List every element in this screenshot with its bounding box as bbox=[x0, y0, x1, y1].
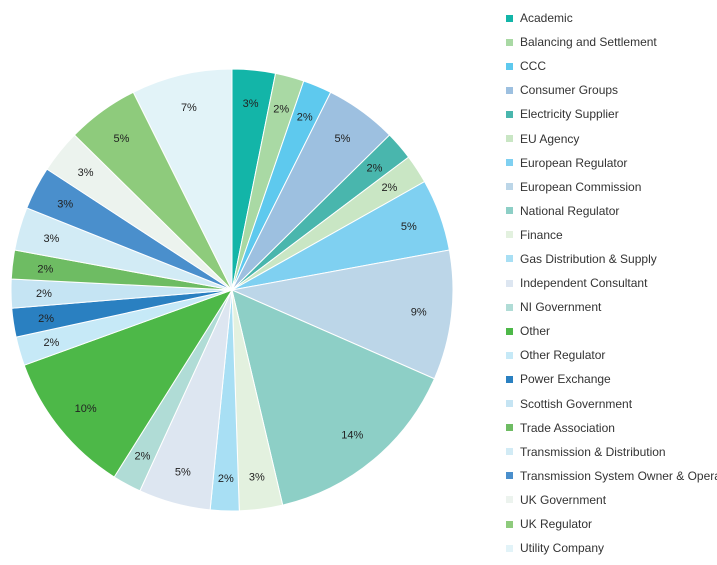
slice-data-label: 3% bbox=[57, 198, 73, 210]
legend-swatch bbox=[506, 400, 513, 408]
legend-swatch bbox=[506, 14, 513, 22]
legend-item: UK Regulator bbox=[506, 512, 717, 536]
legend-swatch bbox=[506, 255, 513, 263]
pie-slice bbox=[23, 289, 234, 478]
slice-data-label: 2% bbox=[273, 104, 289, 116]
legend-item: UK Government bbox=[506, 488, 717, 512]
legend-label: Other Regulator bbox=[520, 348, 606, 363]
legend-label: UK Government bbox=[520, 492, 607, 507]
pie-chart: 3% 2% 2% 5% 2% 2% 5% 9% 14% 3% 2% 5% 2% 10% 2% 2% 2% 2% 3%… bbox=[10, 68, 454, 512]
pie-slice bbox=[132, 68, 233, 291]
legend-label: Power Exchange bbox=[520, 372, 611, 387]
legend-label: Gas Distribution & Supply bbox=[520, 251, 657, 266]
legend-item: Other Regulator bbox=[506, 343, 717, 367]
legend-label: Consumer Groups bbox=[520, 83, 619, 98]
legend-item: Scottish Government bbox=[506, 392, 717, 416]
legend-label: Trade Association bbox=[520, 420, 615, 435]
legend-swatch bbox=[506, 62, 513, 70]
legend-swatch bbox=[506, 520, 513, 528]
legend-swatch bbox=[506, 231, 513, 239]
legend-label: Other bbox=[520, 324, 551, 339]
legend-label: CCC bbox=[520, 59, 546, 74]
legend-item: European Commission bbox=[506, 175, 717, 199]
legend-swatch bbox=[506, 110, 513, 118]
legend-item: CCC bbox=[506, 54, 717, 78]
legend-item: Finance bbox=[506, 223, 717, 247]
slice-data-label: 7% bbox=[181, 102, 197, 114]
legend-item: Transmission & Distribution bbox=[506, 440, 717, 464]
legend-swatch bbox=[506, 159, 513, 167]
slice-data-label: 2% bbox=[43, 337, 59, 349]
legend-swatch bbox=[506, 86, 513, 94]
legend-swatch bbox=[506, 351, 513, 359]
legend-item: Gas Distribution & Supply bbox=[506, 247, 717, 271]
slice-data-label: 3% bbox=[78, 167, 94, 179]
legend-item: Academic bbox=[506, 6, 717, 30]
legend-label: European Regulator bbox=[520, 155, 628, 170]
legend-swatch bbox=[506, 135, 513, 143]
legend-item: National Regulator bbox=[506, 199, 717, 223]
legend-swatch bbox=[506, 375, 513, 383]
legend-swatch bbox=[506, 496, 513, 504]
legend-swatch bbox=[506, 207, 513, 215]
slice-data-label: 2% bbox=[37, 263, 53, 275]
slice-data-label: 5% bbox=[401, 221, 417, 233]
legend-label: European Commission bbox=[520, 179, 642, 194]
legend-item: Utility Company bbox=[506, 536, 717, 560]
legend-label: Balancing and Settlement bbox=[520, 35, 657, 50]
pie-slice bbox=[231, 289, 436, 506]
legend-label: Transmission & Distribution bbox=[520, 444, 666, 459]
legend-label: NI Government bbox=[520, 300, 602, 315]
legend-item: EU Agency bbox=[506, 126, 717, 150]
legend-swatch bbox=[506, 327, 513, 335]
legend-item: Balancing and Settlement bbox=[506, 30, 717, 54]
slice-data-label: 3% bbox=[43, 233, 59, 245]
legend-label: Finance bbox=[520, 227, 563, 242]
legend-label: Transmission System Owner & Operator bbox=[520, 468, 717, 483]
legend-label: EU Agency bbox=[520, 131, 580, 146]
legend-label: Scottish Government bbox=[520, 396, 633, 411]
legend-swatch bbox=[506, 183, 513, 191]
legend-swatch bbox=[506, 544, 513, 552]
legend-item: Transmission System Owner & Operator bbox=[506, 464, 717, 488]
legend-label: Independent Consultant bbox=[520, 276, 648, 291]
slice-data-label: 2% bbox=[36, 288, 52, 300]
legend-swatch bbox=[506, 303, 513, 311]
slice-data-label: 2% bbox=[381, 182, 397, 194]
slice-data-label: 10% bbox=[75, 403, 97, 415]
legend-item: Electricity Supplier bbox=[506, 102, 717, 126]
legend-item: Other bbox=[506, 319, 717, 343]
legend-item: Power Exchange bbox=[506, 367, 717, 391]
legend-swatch bbox=[506, 424, 513, 432]
slice-data-label: 5% bbox=[335, 133, 351, 145]
legend-label: National Regulator bbox=[520, 203, 620, 218]
legend-item: Trade Association bbox=[506, 416, 717, 440]
pie-slice bbox=[230, 249, 454, 380]
slice-data-label: 5% bbox=[114, 133, 130, 145]
slice-data-label: 3% bbox=[243, 98, 259, 110]
slice-data-label: 2% bbox=[367, 162, 383, 174]
legend-label: Utility Company bbox=[520, 541, 605, 556]
slice-data-label: 2% bbox=[297, 112, 313, 124]
legend-swatch bbox=[506, 279, 513, 287]
slice-data-label: 2% bbox=[218, 473, 234, 485]
legend-label: UK Regulator bbox=[520, 517, 593, 532]
legend-item: Consumer Groups bbox=[506, 78, 717, 102]
legend-swatch bbox=[506, 38, 513, 46]
legend-item: Independent Consultant bbox=[506, 271, 717, 295]
legend: Academic Balancing and Settlement CCC Consu… bbox=[506, 6, 717, 560]
slice-data-label: 9% bbox=[411, 307, 427, 319]
legend-swatch bbox=[506, 448, 513, 456]
slice-data-label: 3% bbox=[249, 471, 265, 483]
legend-item: NI Government bbox=[506, 295, 717, 319]
legend-swatch bbox=[506, 472, 513, 480]
legend-item: European Regulator bbox=[506, 151, 717, 175]
slice-data-label: 2% bbox=[38, 313, 54, 325]
slice-data-label: 14% bbox=[341, 430, 363, 442]
legend-label: Academic bbox=[520, 11, 573, 26]
slice-data-label: 5% bbox=[175, 467, 191, 479]
legend-label: Electricity Supplier bbox=[520, 107, 619, 122]
slice-data-label: 2% bbox=[135, 450, 151, 462]
